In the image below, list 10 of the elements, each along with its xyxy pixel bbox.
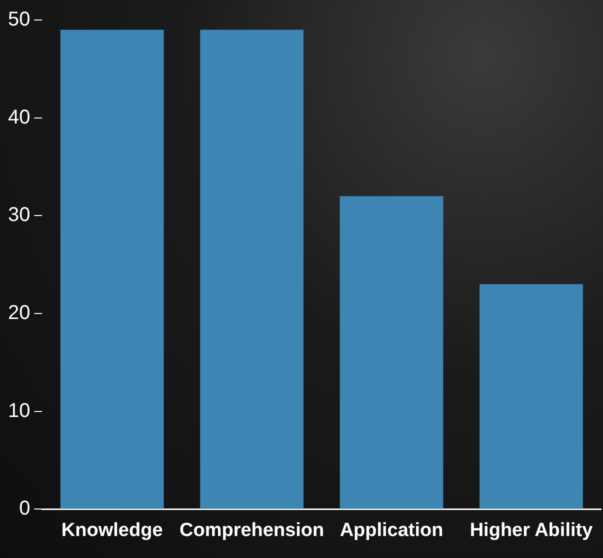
x-tick-label: Higher Ability: [470, 520, 594, 541]
x-tick-label: Knowledge: [61, 520, 163, 541]
y-tick-label: 30: [8, 204, 30, 226]
y-tick-label: 40: [8, 106, 30, 128]
y-tick-label: 0: [19, 498, 30, 520]
y-tick-label: 10: [8, 400, 30, 422]
y-tick-label: 50: [8, 8, 30, 31]
x-tick-label: Comprehension: [180, 520, 324, 541]
x-tick-label: Application: [340, 520, 444, 541]
y-tick-label: 20: [8, 302, 30, 324]
